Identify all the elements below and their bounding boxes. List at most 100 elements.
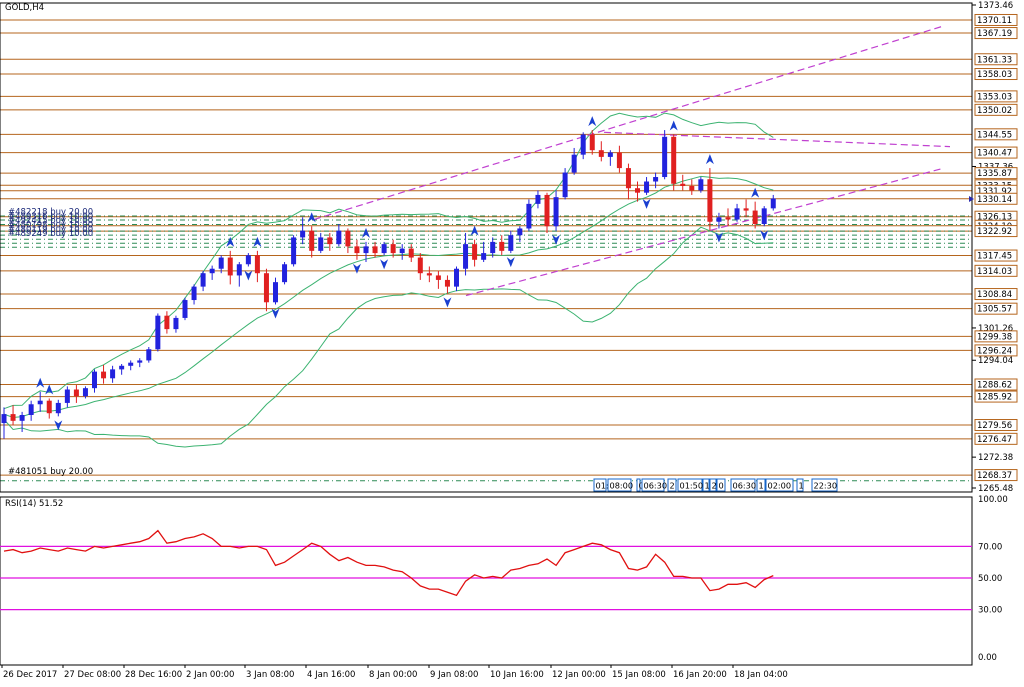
rsi-tick-label: 0.00 xyxy=(978,653,997,663)
candle-body xyxy=(508,235,514,251)
price-level-label: 1326.13 xyxy=(977,213,1012,223)
price-level-tag: 1335.87 xyxy=(974,167,1018,180)
candle-body xyxy=(399,248,405,254)
candle xyxy=(390,239,396,258)
current-price-marker-icon xyxy=(969,195,974,202)
candle-body xyxy=(173,317,179,330)
candle-body xyxy=(101,371,107,379)
session-text: 08:00 xyxy=(610,481,634,491)
candle xyxy=(454,266,459,292)
session-labels: 01: 08:00 0 06:30 2 01:50 1 2 0 06:30 1 02:00 1 22:30 xyxy=(593,478,838,492)
rsi-panel xyxy=(0,496,973,666)
candle xyxy=(499,235,505,256)
candle xyxy=(444,275,450,294)
candle xyxy=(110,365,116,383)
candle xyxy=(372,241,378,258)
time-tick-label: 3 Jan 08:00 xyxy=(246,670,294,680)
price-level-label: 1344.55 xyxy=(977,130,1012,140)
candle xyxy=(598,141,604,162)
rsi-title: RSI(14) 51.52 xyxy=(5,499,64,509)
session-text: 1 xyxy=(799,481,804,491)
price-level-label: 1276.47 xyxy=(977,435,1012,445)
candle xyxy=(227,250,233,285)
candle-body xyxy=(37,400,43,405)
candle xyxy=(28,400,34,421)
candle-body xyxy=(770,198,776,209)
fractal-down-arrow-icon xyxy=(443,297,452,308)
price-level-box xyxy=(974,419,1018,432)
price-level-tag: 1344.55 xyxy=(974,128,1018,141)
candle-body xyxy=(92,371,97,389)
candle xyxy=(526,199,532,231)
order-label-bottom: #481051 buy 20.00 xyxy=(8,467,94,477)
candle-body xyxy=(10,414,16,421)
candle xyxy=(101,364,107,384)
candle xyxy=(345,228,351,254)
session-text: 06:30 xyxy=(733,481,757,491)
session-label: 1 xyxy=(756,478,766,492)
session-label: 22:30 xyxy=(811,478,838,492)
time-tick-label: 18 Jan 04:00 xyxy=(734,670,788,680)
rsi-line xyxy=(3,529,774,597)
price-level-label: 1317.45 xyxy=(977,252,1012,262)
candle xyxy=(725,208,731,227)
fractal-down-arrow-icon xyxy=(271,308,280,319)
candle xyxy=(119,364,125,375)
time-tick-label: 10 Jan 16:00 xyxy=(490,670,544,680)
fractal-down-arrow-icon xyxy=(642,198,651,209)
candle xyxy=(263,268,269,312)
price-level-tag: 1308.84 xyxy=(974,288,1018,301)
price-level-label: 1305.57 xyxy=(977,305,1012,315)
candle xyxy=(146,347,152,363)
price-level-label: 1367.19 xyxy=(977,29,1012,39)
fractal-up-arrow-icon xyxy=(45,384,54,395)
candle xyxy=(463,232,469,276)
candle-body xyxy=(263,273,269,303)
fractal-down-arrow-icon xyxy=(760,230,769,241)
candle-body xyxy=(662,136,668,178)
session-box xyxy=(709,478,717,492)
candle xyxy=(680,174,686,191)
price-level-box xyxy=(974,344,1018,357)
fractal-down-arrow-icon xyxy=(552,234,561,245)
candle xyxy=(698,177,704,193)
price-level-tag: 1288.62 xyxy=(974,378,1018,391)
candle-body xyxy=(707,179,713,222)
price-level-tag: 1358.03 xyxy=(974,68,1018,81)
candle xyxy=(10,405,16,426)
candle-body xyxy=(499,241,505,251)
candle-body xyxy=(19,414,25,421)
candle xyxy=(616,145,622,173)
candle-body xyxy=(300,230,306,238)
candle xyxy=(300,217,306,245)
price-level-tag: 1353.03 xyxy=(974,90,1018,103)
candle xyxy=(607,150,613,166)
session-box xyxy=(641,478,665,492)
session-label: 01: xyxy=(593,478,609,492)
candle xyxy=(182,297,188,321)
candle-body xyxy=(191,286,197,301)
candle-body xyxy=(598,150,604,157)
fractal-up-arrow-icon xyxy=(307,212,316,223)
price-level-label: 1314.03 xyxy=(977,267,1012,277)
price-level-label: 1361.33 xyxy=(977,55,1012,65)
candle-body xyxy=(544,194,550,227)
session-text: 01: xyxy=(596,481,609,491)
candle-body xyxy=(725,217,731,220)
time-tick-label: 15 Jan 08:00 xyxy=(612,670,666,680)
candle-body xyxy=(291,237,297,265)
candle xyxy=(399,244,405,260)
session-box xyxy=(593,478,607,492)
price-level-box xyxy=(974,192,1018,205)
candle xyxy=(381,241,387,256)
session-text: 0 xyxy=(639,481,644,491)
candle-body xyxy=(327,237,333,245)
candle-body xyxy=(254,255,260,274)
candle xyxy=(517,226,523,242)
candle xyxy=(128,360,134,371)
price-level-label: 1299.38 xyxy=(977,332,1012,342)
session-box xyxy=(607,478,632,492)
